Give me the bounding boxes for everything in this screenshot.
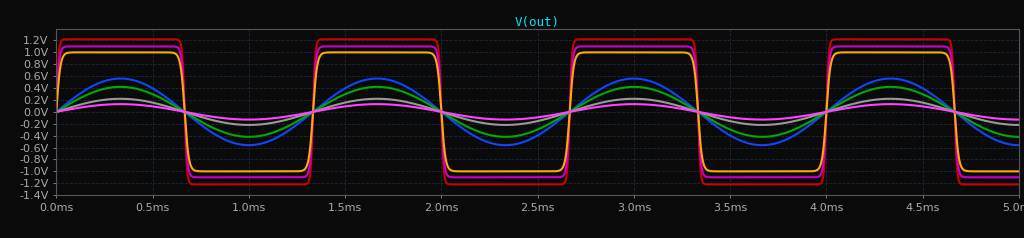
Title: V(out): V(out) [515, 15, 560, 29]
